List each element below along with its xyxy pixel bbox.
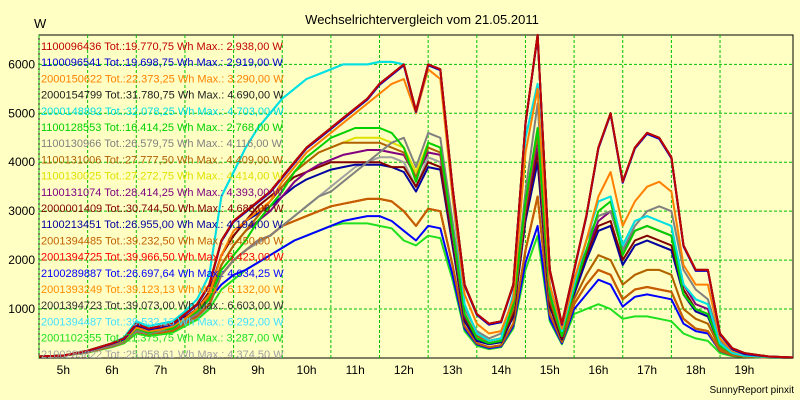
x-tick-label: 13h: [442, 363, 462, 377]
series-line: [38, 222, 794, 359]
x-tick-label: 14h: [491, 363, 511, 377]
legend-entry: 2001394725 Tot.:39.966,50 Wh Max.: 6.423…: [41, 252, 284, 264]
legend-entry: 1100096436 Tot.:19.770,75 Wh Max.: 2.938…: [41, 41, 283, 53]
y-tick-label: 4000: [8, 155, 35, 169]
y-tick-labels: 1000 2000 3000 4000 5000 6000: [8, 57, 35, 316]
x-tick-label: 7h: [154, 363, 167, 377]
y-axis-unit-label: W: [34, 16, 47, 31]
chart-title: Wechselrichtervergleich vom 21.05.2011: [305, 12, 539, 27]
legend-entry: 1100130025 Tot.:27.272,75 Wh Max.: 4.414…: [41, 171, 283, 183]
x-tick-label: 10h: [297, 363, 317, 377]
legend-entry: 1100131074 Tot.:28.414,25 Wh Max.: 4.393…: [41, 187, 283, 199]
footer-credit: SunnyReport pinxit: [710, 385, 795, 396]
legend-entry: 2001394487 Tot.:39.532,13 Wh Max.: 6.292…: [41, 316, 284, 328]
series-lines: [38, 34, 794, 359]
y-tick-label: 6000: [8, 57, 35, 71]
legend-entry: 1100096541 Tot.:19.698,75 Wh Max.: 2.919…: [41, 57, 283, 69]
y-tick-label: 2000: [8, 253, 35, 267]
legend-entry: 2100289887 Tot.:26.697,64 Wh Max.: 4.034…: [41, 268, 284, 280]
x-tick-label: 17h: [637, 363, 657, 377]
legend-entry: 2001393249 Tot.:39.123,13 Wh Max.: 6.132…: [41, 284, 284, 296]
legend-entry: 2000150622 Tot.:22.373,25 Wh Max.: 3.290…: [41, 73, 284, 85]
x-tick-label: 5h: [57, 363, 70, 377]
plot-area: [38, 34, 794, 359]
x-tick-label: 16h: [588, 363, 608, 377]
series-line: [38, 102, 794, 359]
x-tick-label: 15h: [540, 363, 560, 377]
x-tick-label: 18h: [686, 363, 706, 377]
x-tick-label: 19h: [734, 363, 754, 377]
legend-entry: 2100289822 Tot.:25.058,61 Wh Max.: 4.374…: [41, 349, 284, 361]
legend-entry: 2000154799 Tot.:31.780,75 Wh Max.: 4.690…: [41, 90, 284, 102]
x-tick-label: 12h: [394, 363, 414, 377]
y-tick-label: 3000: [8, 204, 35, 218]
legend-entry: 2000148892 Tot.:32.078,25 Wh Max.: 4.703…: [41, 106, 284, 118]
y-tick-label: 5000: [8, 106, 35, 120]
legend-entry: 2001102355 Tot.:21.375,75 Wh Max.: 3.287…: [41, 333, 283, 345]
legend-entry: 2001394485 Tot.:39.232,50 Wh Max.: 6.450…: [41, 235, 284, 247]
legend-entry: 1100130966 Tot.:26.579,75 Wh Max.: 4.116…: [41, 138, 283, 150]
series-line: [38, 34, 794, 359]
x-tick-label: 9h: [251, 363, 264, 377]
legend-entry: 1100128553 Tot.:16.414,25 Wh Max.: 2.768…: [41, 122, 283, 134]
x-tick-label: 8h: [203, 363, 216, 377]
y-tick-label: 1000: [8, 302, 35, 316]
legend-entry: 2001394723 Tot.:39.073,00 Wh Max.: 6.603…: [41, 300, 284, 312]
legend: 1100096436 Tot.:19.770,75 Wh Max.: 2.938…: [41, 41, 284, 361]
x-tick-label: 6h: [105, 363, 118, 377]
legend-entry: 1100213451 Tot.:26.955,00 Wh Max.: 4.194…: [41, 219, 283, 231]
legend-entry: 2000001409 Tot.:30.744,50 Wh Max.: 4.688…: [41, 203, 284, 215]
x-tick-label: 11h: [346, 363, 365, 377]
series-line: [38, 195, 794, 359]
legend-entry: 1100131006 Tot.:27.777,50 Wh Max.: 4.409…: [41, 154, 283, 166]
x-tick-labels: 5h 6h 7h 8h 9h 10h 11h 12h 13h 14h 15h 16h 17h 18h 19h: [57, 363, 755, 377]
